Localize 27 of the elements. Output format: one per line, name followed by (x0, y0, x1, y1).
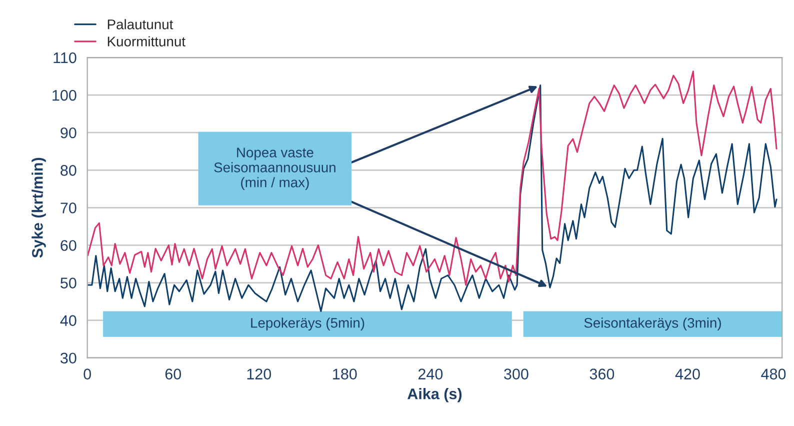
y-tick-label: 110 (54, 52, 76, 64)
y-tick-label: 60 (60, 240, 76, 251)
band-label: Seisontakeräys (3min) (584, 318, 721, 331)
x-tick-label: 120 (247, 368, 272, 380)
y-tick-label: 40 (60, 315, 76, 326)
x-tick-label: 480 (761, 368, 786, 380)
x-tick-label: 360 (590, 368, 614, 380)
y-tick-label: 100 (52, 90, 76, 101)
y-tick-label: 90 (60, 127, 76, 138)
legend-label: Kuormittunut (108, 36, 186, 46)
y-tick-label: 80 (60, 165, 76, 176)
x-tick-label: 180 (333, 368, 357, 380)
x-tick-label: 60 (165, 368, 182, 380)
x-axis-title: Aika (s) (408, 388, 462, 402)
line-series (87, 84, 778, 312)
y-tick-label: 70 (60, 202, 76, 214)
annotation: Nopea vaste Seisomaannousuun (min / max) (214, 148, 336, 190)
x-tick-label: 0 (84, 368, 91, 380)
line-series (87, 70, 778, 286)
band-label: Lepokeräys (5min) (251, 318, 364, 331)
y-tick-label: 50 (60, 278, 76, 288)
x-tick-label: 420 (675, 368, 700, 380)
x-tick-label: 240 (418, 368, 443, 380)
x-tick-label: 300 (504, 368, 528, 380)
y-tick-label: 30 (60, 352, 76, 364)
legend-label: Palautunut (108, 19, 174, 30)
y-axis-title: Syke (krt/min) (32, 158, 46, 258)
